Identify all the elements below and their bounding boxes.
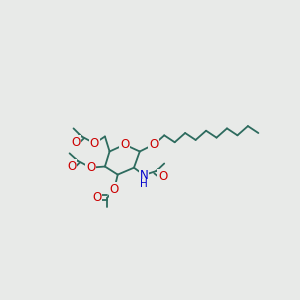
Text: O: O [86, 161, 95, 174]
Text: O: O [120, 138, 129, 151]
Text: O: O [110, 183, 119, 196]
Text: O: O [71, 136, 80, 149]
Text: O: O [158, 170, 168, 183]
Text: O: O [149, 138, 158, 151]
Text: O: O [90, 137, 99, 150]
Text: N: N [140, 169, 148, 182]
Text: O: O [67, 160, 76, 173]
Text: H: H [140, 179, 148, 189]
Text: O: O [92, 191, 101, 204]
